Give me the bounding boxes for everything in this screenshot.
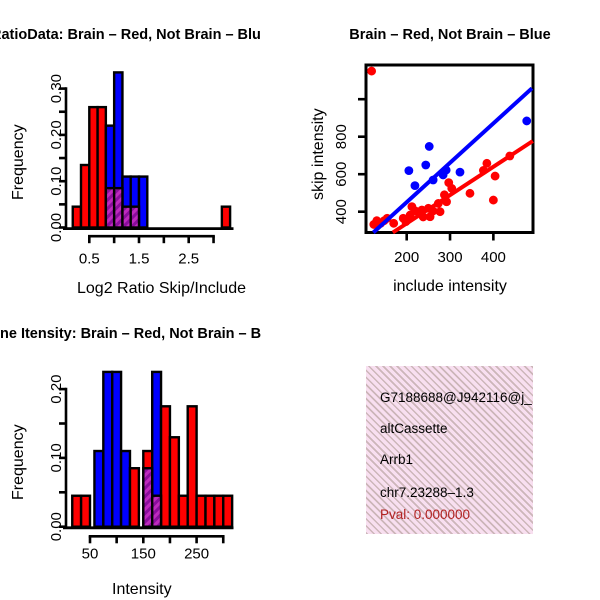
intensity-histogram-plot: 0.00 0.10 0.20 50 150 250 xyxy=(48,370,234,563)
svg-text:150: 150 xyxy=(131,546,156,563)
svg-text:200: 200 xyxy=(394,249,419,266)
svg-text:0.10: 0.10 xyxy=(48,443,65,472)
svg-text:400: 400 xyxy=(481,249,506,266)
svg-text:0.00: 0.00 xyxy=(48,213,65,242)
intensity-histogram-title: ne Itensity: Brain – Red, Not Brain – B xyxy=(0,326,262,342)
svg-text:0.20: 0.20 xyxy=(48,374,65,403)
panel-event-info: G7188688@J942116@j_ altCassette Arrb1 ch… xyxy=(300,300,600,600)
svg-text:50: 50 xyxy=(82,546,99,563)
ratio-histogram-title: RatioData: Brain – Red, Not Brain – Blu xyxy=(0,27,261,43)
event-locus: chr7.23288–1.3 xyxy=(380,485,474,500)
panel-intensity-histogram: 0.00 0.10 0.20 50 150 250 ne Itensity: Brain … xyxy=(0,300,300,600)
event-junction-id: G7188688@J942116@j_ xyxy=(380,390,532,405)
intensity-histogram-ylabel: Frequency xyxy=(10,424,27,500)
svg-text:300: 300 xyxy=(438,249,463,266)
intensity-histogram-xlabel: Intensity xyxy=(112,581,172,598)
panel-intensity-scatter: 200 300 400 400 600 800 Brain – Red, Not Brai… xyxy=(300,0,600,300)
panel-ratio-histogram: 0.00 0.10 0.20 0.30 0.5 1.5 2.5 RatioData: Bra… xyxy=(0,0,300,300)
svg-text:0.10: 0.10 xyxy=(48,167,65,196)
intensity-scatter-title: Brain – Red, Not Brain – Blue xyxy=(349,27,551,43)
event-pvalue: Pval: 0.000000 xyxy=(380,507,471,522)
svg-text:400: 400 xyxy=(333,199,350,224)
svg-text:600: 600 xyxy=(333,162,350,187)
ratio-histogram-plot: 0.00 0.10 0.20 0.30 0.5 1.5 2.5 xyxy=(48,71,234,268)
svg-text:0.20: 0.20 xyxy=(48,120,65,149)
svg-text:2.5: 2.5 xyxy=(178,251,199,268)
ratio-histogram-xlabel: Log2 Ratio Skip/Include xyxy=(77,280,246,297)
svg-text:0.30: 0.30 xyxy=(48,74,65,103)
svg-text:250: 250 xyxy=(184,546,209,563)
svg-text:800: 800 xyxy=(333,124,350,149)
event-gene-name: Arrb1 xyxy=(380,452,414,467)
event-info-box: G7188688@J942116@j_ altCassette Arrb1 ch… xyxy=(366,366,533,534)
intensity-scatter-xlabel: include intensity xyxy=(393,278,507,295)
svg-text:1.5: 1.5 xyxy=(129,251,150,268)
intensity-scatter-plot: 200 300 400 400 600 800 xyxy=(333,63,535,266)
event-type: altCassette xyxy=(380,421,448,436)
svg-text:0.00: 0.00 xyxy=(48,512,65,541)
svg-text:0.5: 0.5 xyxy=(79,251,100,268)
intensity-scatter-ylabel: skip intensity xyxy=(310,108,327,200)
ratio-histogram-ylabel: Frequency xyxy=(10,124,27,200)
